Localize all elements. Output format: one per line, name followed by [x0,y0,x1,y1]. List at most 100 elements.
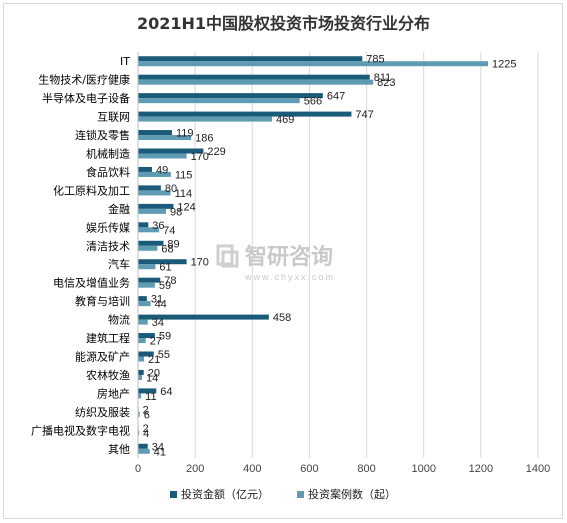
data-label: 64 [160,386,172,398]
data-label: 785 [366,54,384,66]
data-label: 124 [177,201,195,213]
data-label: 78 [164,275,176,287]
category-label: 连锁及零售 [75,128,130,142]
category-label: 广播电视及数字电视 [31,423,130,437]
bars [138,56,488,454]
data-label: 6 [144,409,150,421]
data-label: 566 [304,96,322,108]
data-label: 2 [143,404,149,416]
x-tick-label: 1000 [411,463,435,475]
category-label: 房地产 [97,386,130,400]
data-label: 458 [273,312,291,324]
bar [138,116,272,122]
legend-swatch-amount [170,491,177,498]
category-label: 其他 [108,443,130,456]
data-label: 186 [195,133,213,145]
bar [138,277,161,283]
bar [138,227,160,233]
bar [138,171,171,177]
category-label: 建筑工程 [86,331,130,345]
bar [138,56,363,62]
bar [138,296,147,302]
bar [138,208,166,214]
data-label: 747 [355,109,373,121]
bar [138,411,140,417]
data-label: 811 [374,72,392,84]
data-label: 89 [167,238,179,250]
data-label: 170 [191,151,209,163]
bar [138,190,171,196]
data-label: 55 [158,349,170,361]
data-label: 469 [276,114,294,126]
data-label: 4 [143,428,149,440]
data-label: 80 [165,183,177,195]
data-label: 119 [176,128,194,140]
data-label: 823 [377,77,395,89]
category-label: 机械制造 [86,147,130,161]
watermark-text: 智研咨询 [245,244,333,270]
bar [138,351,154,357]
category-label: 能源及矿产 [75,350,130,364]
x-tick-label: 1400 [526,463,550,475]
data-label: 14 [146,372,158,384]
category-label: 教育与培训 [75,294,130,308]
x-tick-label: 600 [300,463,318,475]
bar [138,369,144,375]
x-tick-label: 800 [357,463,375,475]
data-label: 647 [327,91,345,103]
data-label: 68 [161,243,173,255]
data-label: 59 [159,331,171,343]
category-label: 互联网 [97,111,130,124]
data-label: 115 [175,169,193,181]
category-label: 清洁技术 [86,240,130,253]
bar [138,74,370,80]
x-tick-labels: 0 200 400 600 800 1000 1200 1400 [135,463,550,475]
category-label: IT [120,55,130,68]
category-label: 食品饮料 [86,165,130,179]
bar [138,319,148,325]
bar [138,430,140,436]
bar [138,240,164,246]
bar [138,282,155,288]
category-label: 电信及增值业务 [53,276,130,290]
category-label: 汽车 [108,257,130,271]
data-label: 31 [151,294,163,306]
category-label: 物流 [108,313,130,327]
bar [138,301,151,307]
bar [138,333,155,339]
category-label: 纺织及服装 [75,405,130,419]
data-label: 1225 [492,59,516,71]
data-label: 11 [145,391,156,403]
bar [138,185,161,191]
data-label: 41 [154,446,166,458]
category-labels: IT 生物技术/医疗健康半导体及电子设备互联网连锁及零售机械制造食品饮料化工原料及… [31,55,130,456]
x-tick-label: 200 [186,463,204,475]
bar [138,93,323,99]
watermark: 智研咨询 www.chyxx.com [216,244,335,282]
category-label: 化工原料及加工 [53,183,130,197]
data-label: 49 [156,164,168,176]
category-label: 娱乐传媒 [86,220,130,234]
data-label: 2 [143,423,149,435]
bar [138,111,352,117]
watermark-url: www.chyxx.com [244,272,335,282]
legend-label-amount: 投资金额（亿元） [181,487,269,501]
bar [138,388,157,394]
bar [138,245,158,251]
chart-frame [3,3,563,519]
x-tick-label: 400 [243,463,261,475]
chart-title: 2021H1中国股权投资市场投资行业分布 [136,14,431,33]
data-label: 170 [191,257,209,269]
legend: 投资金额（亿元） 投资案例数（起） [170,487,396,501]
data-label: 44 [155,299,167,311]
bar [138,448,150,454]
data-label: 229 [207,146,225,158]
bar [138,222,149,228]
bar [138,135,192,141]
bar [138,148,204,154]
bar [138,356,144,362]
category-label: 生物技术/医疗健康 [38,73,130,87]
bar [138,338,146,344]
bar [138,203,174,209]
